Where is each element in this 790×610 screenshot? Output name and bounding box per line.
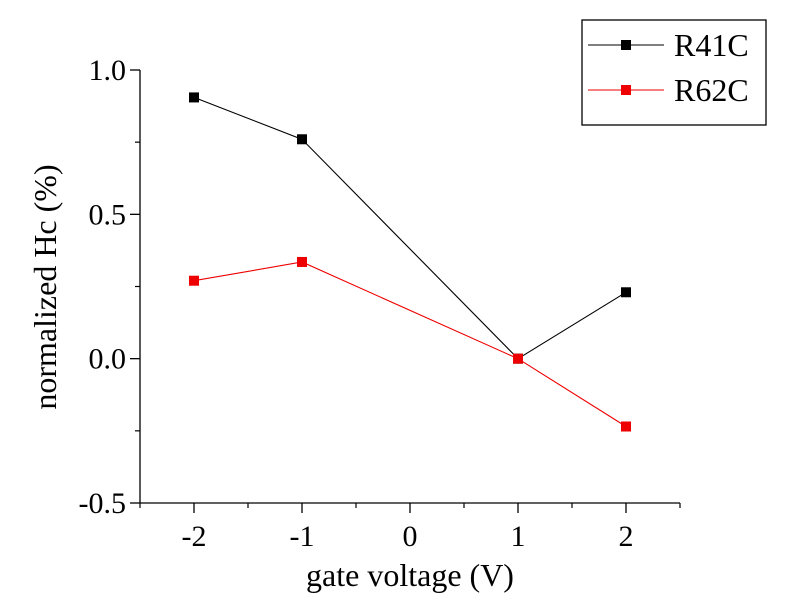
series-r41c xyxy=(189,92,631,364)
legend-marker-r62c xyxy=(621,85,631,95)
data-point-r62c xyxy=(189,275,199,286)
x-tick-label: 2 xyxy=(619,520,634,553)
y-tick-label: -0.5 xyxy=(79,487,127,520)
data-point-r62c xyxy=(621,421,631,432)
series-line-r62c xyxy=(193,261,627,427)
legend-item-r62c: R62C xyxy=(588,72,749,108)
legend-box xyxy=(581,19,767,126)
x-tick-label: -2 xyxy=(182,520,207,553)
data-point-r41c xyxy=(297,134,307,145)
series-r62c xyxy=(189,256,631,432)
y-tick-label: 0.0 xyxy=(89,343,127,376)
legend-label-r41c: R41C xyxy=(674,27,749,63)
x-axis-title: gate voltage (V) xyxy=(306,557,514,593)
series-line-r41c xyxy=(193,96,627,360)
data-point-r41c xyxy=(189,92,199,103)
legend-item-r41c: R41C xyxy=(588,27,749,63)
axes: -2 -1 0 1 2 -0.5 0.0 0.5 1.0 xyxy=(79,54,681,553)
y-axis-title: normalized Hc (%) xyxy=(27,164,63,409)
legend-marker-r41c xyxy=(621,40,631,50)
x-tick-label: -1 xyxy=(290,520,315,553)
data-point-r62c xyxy=(297,256,307,267)
data-point-r41c xyxy=(621,287,631,298)
data-point-r62c xyxy=(513,353,523,364)
x-tick-label: 1 xyxy=(511,520,526,553)
series-layer xyxy=(189,92,631,432)
legend: R41C R62C xyxy=(581,19,767,126)
y-tick-label: 1.0 xyxy=(89,54,127,87)
x-tick-label: 0 xyxy=(403,520,418,553)
legend-label-r62c: R62C xyxy=(674,72,749,108)
y-tick-label: 0.5 xyxy=(89,198,127,231)
